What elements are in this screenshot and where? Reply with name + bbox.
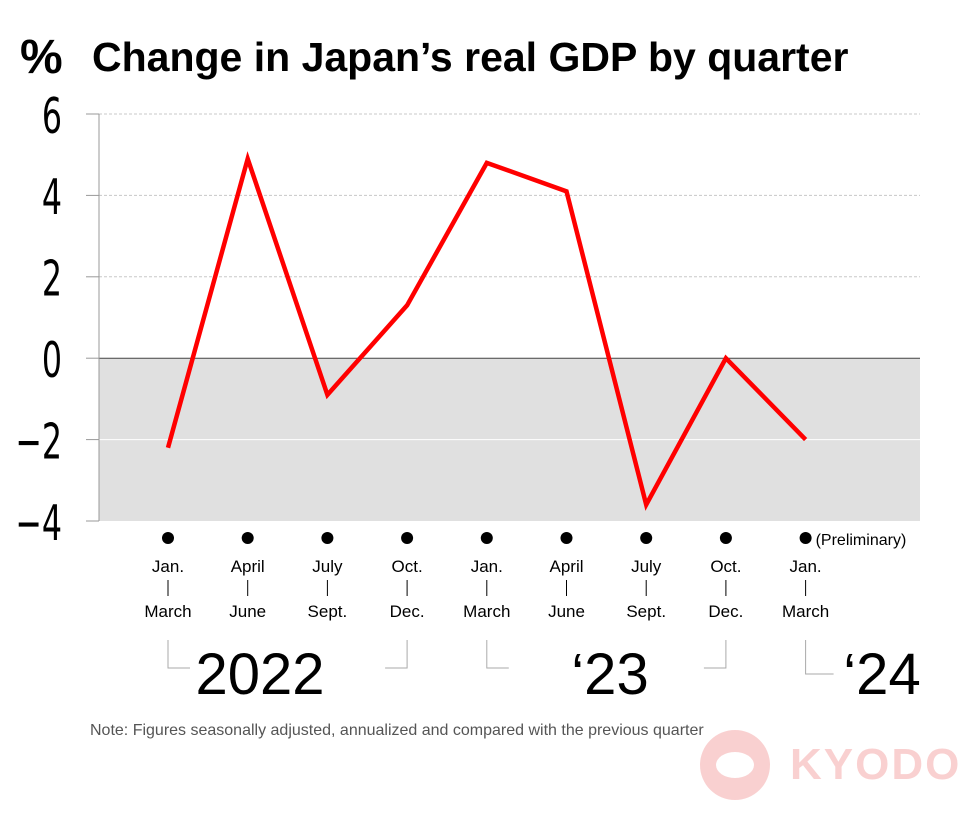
category-label-bottom: June (548, 602, 585, 621)
year-bracket-left (805, 640, 834, 675)
footnote: Note: Figures seasonally adjusted, annua… (90, 722, 704, 739)
gdp-line-chart: 6 4 2 0 −2 −4 Jan. March April June July Sept. Oct. D… (15, 88, 920, 707)
category-label-bottom: Dec. (708, 602, 743, 621)
category-label-top: July (312, 557, 343, 576)
category-dot (321, 532, 334, 544)
logo-circle-icon (700, 730, 770, 800)
year-label: ‘24 (843, 642, 920, 707)
category-label-top: Oct. (392, 557, 423, 576)
category-dot (719, 532, 732, 544)
category-label-top: Oct. (710, 557, 741, 576)
category-label-top: April (549, 557, 583, 576)
category-label-bottom: Dec. (390, 602, 425, 621)
category-label-bottom: Sept. (308, 602, 348, 621)
category-dot (480, 532, 493, 544)
category-label-top: April (231, 557, 265, 576)
y-tick-label: 4 (42, 169, 62, 226)
logo-inner-icon (716, 752, 754, 778)
year-bracket-left (167, 640, 190, 669)
category-label-bottom: March (144, 602, 191, 621)
y-tick-label: 0 (42, 332, 62, 389)
category-label-top: Jan. (790, 557, 822, 576)
year-bracket-right (703, 640, 727, 669)
category-dot (799, 532, 812, 544)
y-tick-label: −4 (15, 495, 62, 552)
y-tick-label: −2 (15, 413, 62, 470)
year-bracket-right (385, 640, 408, 669)
year-label: 2022 (195, 642, 324, 707)
category-dot (401, 532, 414, 544)
category-dot (241, 532, 254, 544)
logo-text: KYODO (790, 740, 960, 789)
year-bracket-left (486, 640, 509, 669)
category-label-bottom: Sept. (626, 602, 666, 621)
category-dot (640, 532, 653, 544)
category-dot (560, 532, 573, 544)
preliminary-annotation: (Preliminary) (816, 532, 907, 549)
year-label: ‘23 (571, 642, 648, 707)
category-label-bottom: June (229, 602, 266, 621)
category-label-bottom: March (782, 602, 829, 621)
kyodo-logo: KYODO (700, 730, 959, 800)
chart-title: Change in Japan’s real GDP by quarter (92, 34, 849, 80)
category-label-top: Jan. (471, 557, 503, 576)
unit-label: % (20, 31, 63, 84)
category-label-bottom: March (463, 602, 510, 621)
category-label-top: July (631, 557, 662, 576)
y-tick-label: 6 (42, 88, 62, 145)
category-dot (162, 532, 174, 544)
y-tick-label: 2 (42, 250, 62, 307)
category-label-top: Jan. (152, 557, 184, 576)
